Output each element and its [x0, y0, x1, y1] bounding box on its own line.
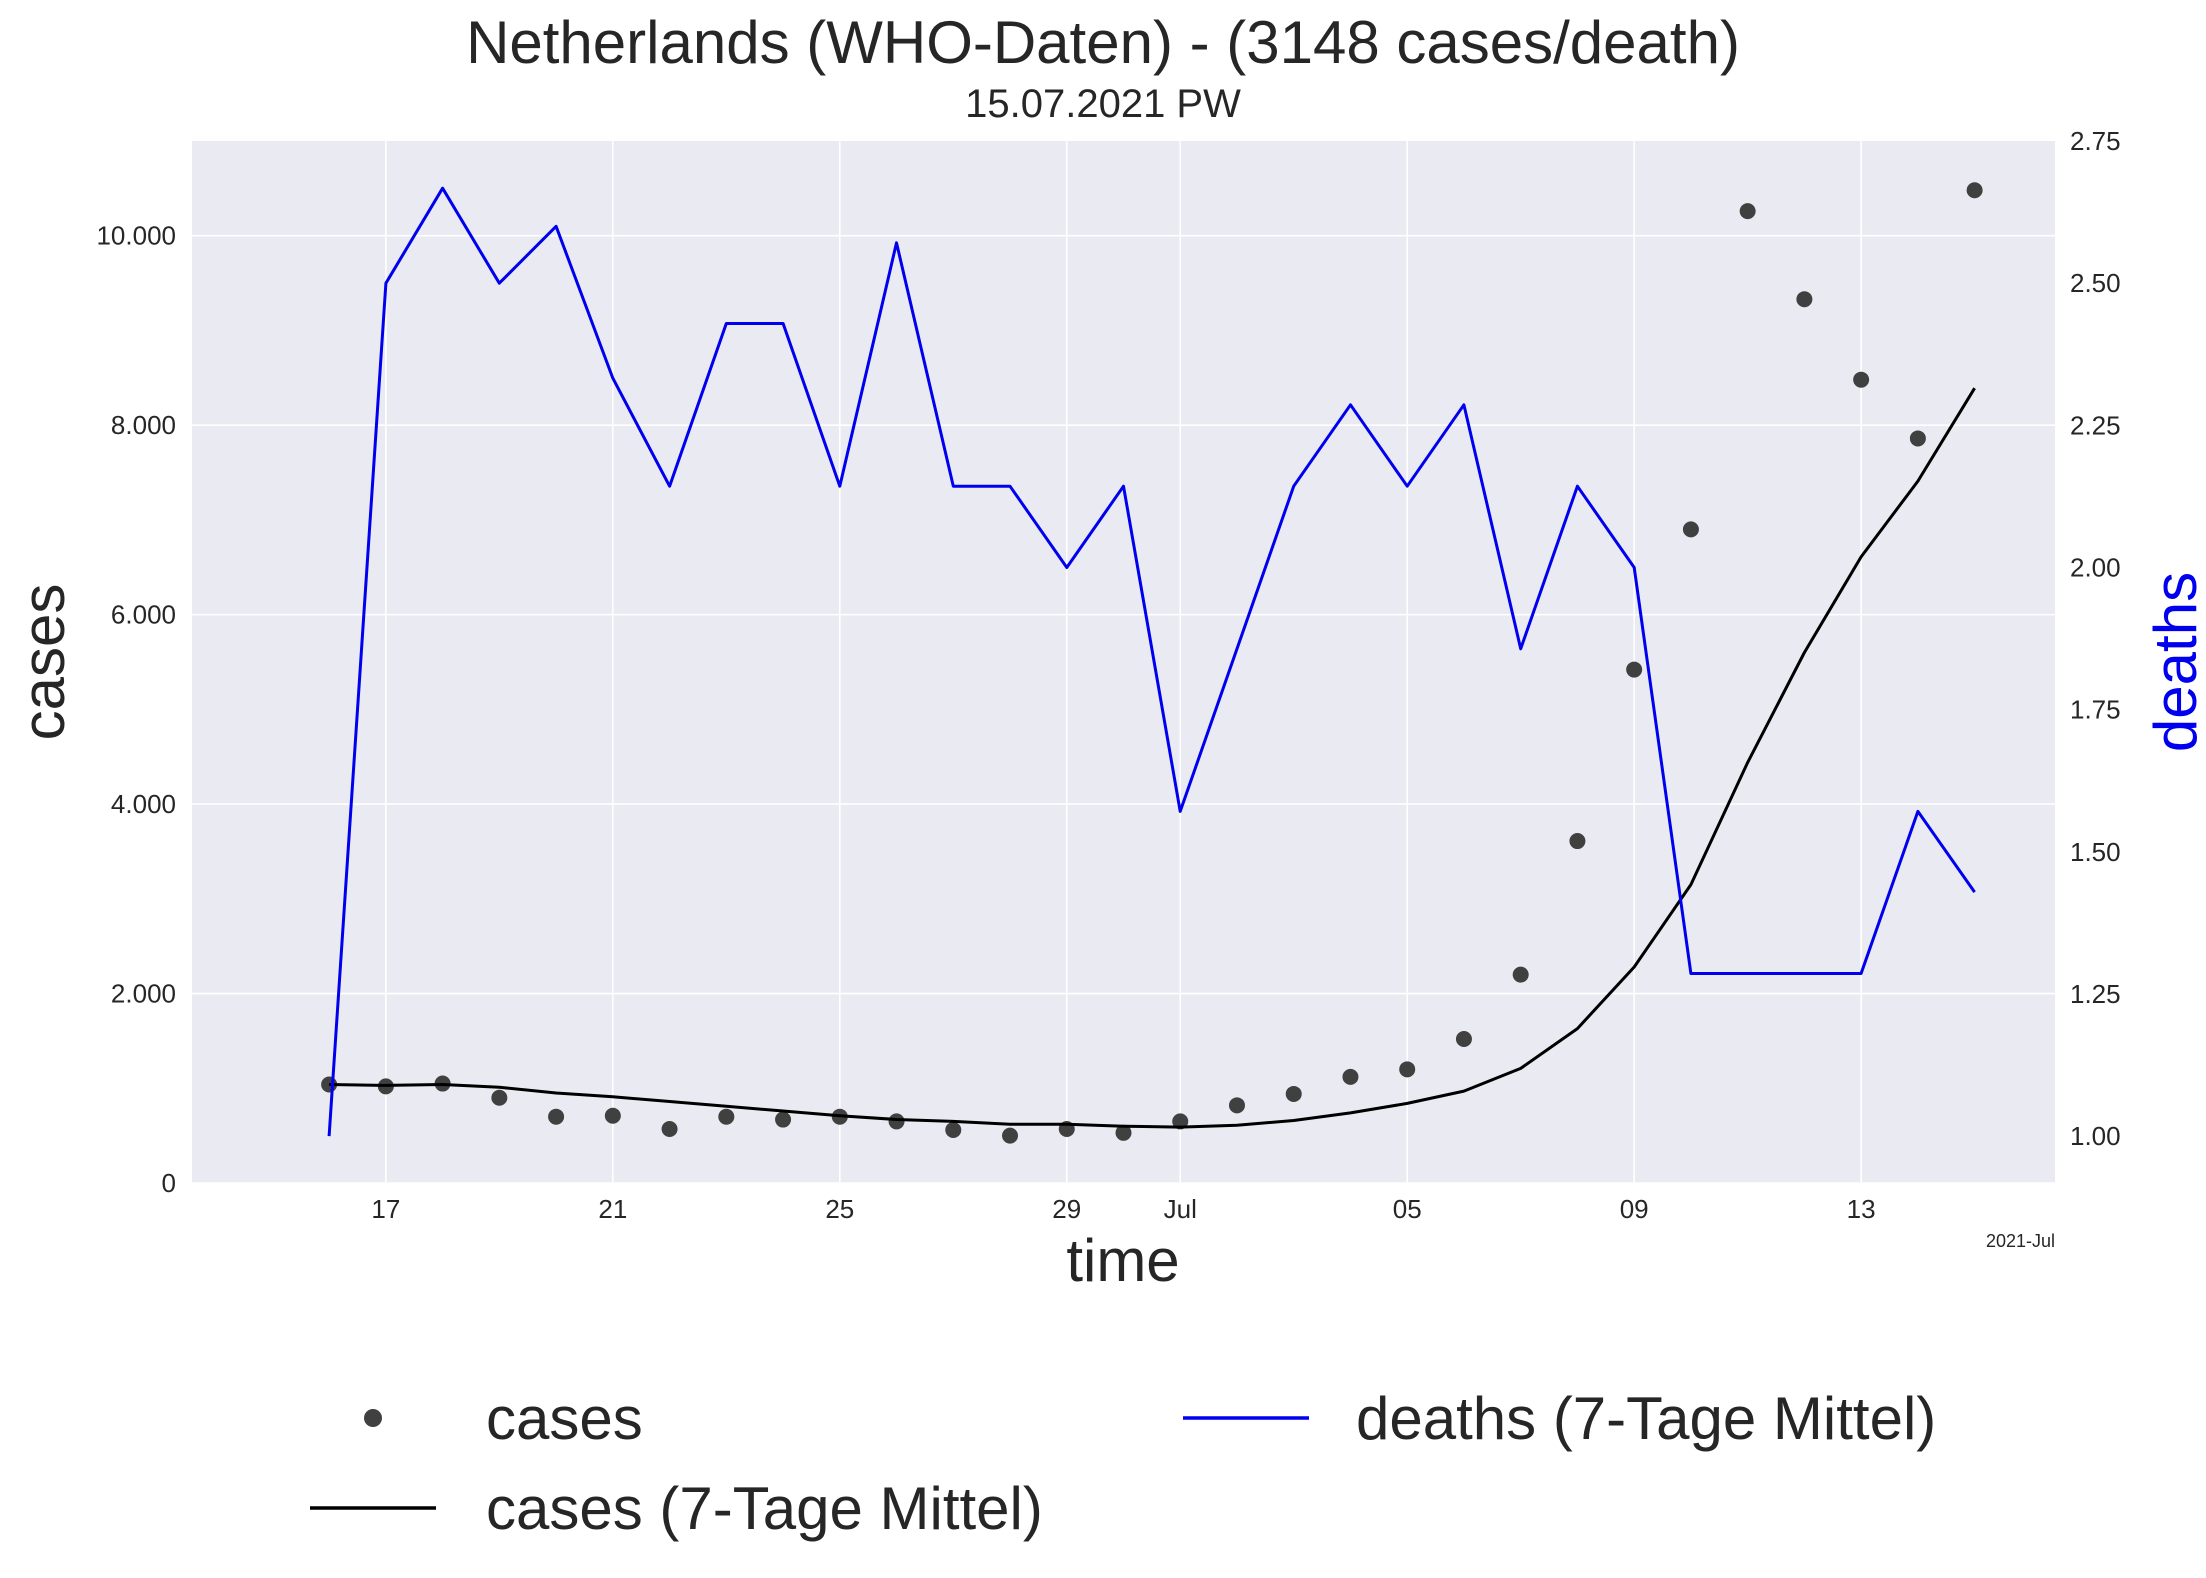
y2-tick-label: 1.00: [2070, 1121, 2121, 1151]
y-tick-label: 2.000: [111, 979, 176, 1009]
chart-title: Netherlands (WHO-Daten) - (3148 cases/de…: [466, 9, 1740, 76]
cases-point: [775, 1111, 792, 1128]
cases-point: [1002, 1127, 1019, 1144]
cases-point: [1626, 661, 1643, 678]
y-tick-label: 0: [162, 1168, 176, 1198]
y2-tick-label: 2.25: [2070, 410, 2121, 440]
x-tick-label: 13: [1847, 1194, 1876, 1224]
y-tick-label: 4.000: [111, 789, 176, 819]
x-tick-label: 21: [598, 1194, 627, 1224]
y-tick-label: 6.000: [111, 600, 176, 630]
y2-tick-label: 2.50: [2070, 268, 2121, 298]
cases-mean-line: [329, 387, 1976, 1129]
y2-tick-label: 1.50: [2070, 837, 2121, 867]
y2-tick-label: 2.75: [2070, 126, 2121, 156]
cases-point: [1796, 291, 1813, 308]
cases-point: [1115, 1124, 1132, 1141]
cases-point: [1455, 1031, 1472, 1048]
cases-point: [1512, 966, 1529, 983]
y-tick-label: 10.000: [96, 221, 176, 251]
cases-point: [1682, 521, 1699, 538]
x-offset-label: 2021-Jul: [1986, 1231, 2055, 1251]
cases-point: [1285, 1085, 1302, 1102]
cases-point: [548, 1108, 565, 1125]
x-tick-label: 09: [1620, 1194, 1649, 1224]
legend-label: cases: [486, 1385, 643, 1452]
x-tick-label: Jul: [1164, 1194, 1197, 1224]
y2-tick-label: 1.75: [2070, 695, 2121, 725]
cases-point: [1569, 833, 1586, 850]
y-axis-label: cases: [10, 584, 77, 741]
cases-point: [1172, 1113, 1189, 1130]
cases-point: [661, 1121, 678, 1138]
legend-label: cases (7-Tage Mittel): [486, 1475, 1043, 1542]
legend: cases cases (7-Tage Mittel) deaths (7-Tage…: [310, 1385, 1936, 1542]
cases-point: [491, 1089, 508, 1106]
plot-area: [192, 141, 2055, 1183]
x-tick-label: 29: [1052, 1194, 1081, 1224]
legend-marker-cases: [364, 1409, 382, 1427]
cases-point: [1342, 1068, 1359, 1085]
cases-point: [1228, 1097, 1245, 1114]
cases-point: [888, 1113, 905, 1130]
x-axis-label: time: [1066, 1227, 1179, 1294]
cases-point: [718, 1108, 735, 1125]
x-tick-label: 17: [371, 1194, 400, 1224]
legend-label: deaths (7-Tage Mittel): [1356, 1385, 1936, 1452]
cases-point: [604, 1107, 621, 1124]
cases-point: [1909, 430, 1926, 447]
cases-point: [1399, 1061, 1416, 1078]
cases-point: [1966, 182, 1983, 199]
chart-subtitle: 15.07.2021 PW: [965, 82, 1241, 126]
y-tick-label: 8.000: [111, 410, 176, 440]
y2-tick-label: 2.00: [2070, 552, 2121, 582]
cases-point: [945, 1121, 962, 1138]
x-tick-label: 05: [1393, 1194, 1422, 1224]
deaths-mean-line: [327, 186, 1976, 1137]
cases-point: [1853, 371, 1870, 388]
y2-axis-label: deaths: [2142, 572, 2206, 752]
x-tick-label: 25: [825, 1194, 854, 1224]
cases-point: [1739, 203, 1756, 220]
y2-tick-label: 1.25: [2070, 979, 2121, 1009]
